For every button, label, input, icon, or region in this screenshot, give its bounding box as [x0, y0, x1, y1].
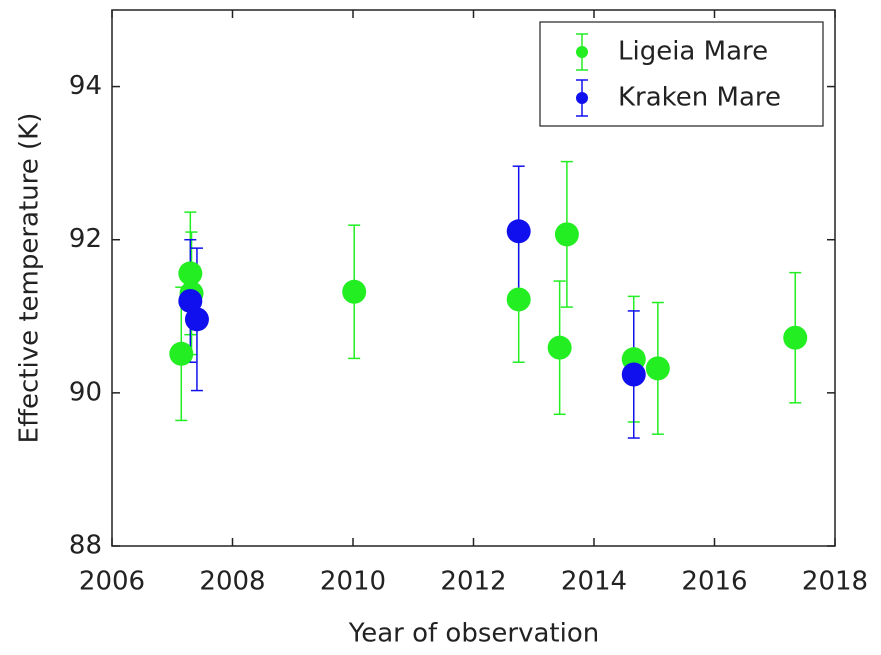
point [178, 261, 203, 286]
point [783, 325, 808, 350]
x-tick-label: 2008 [199, 567, 265, 597]
x-tick-label: 2018 [802, 567, 868, 597]
point [621, 362, 646, 387]
legend-label: Kraken Mare [618, 83, 781, 113]
legend-box [539, 21, 824, 127]
point [342, 279, 367, 304]
point [547, 335, 572, 360]
point [506, 219, 531, 244]
y-tick-label: 88 [69, 531, 102, 561]
point [645, 356, 670, 381]
legend-marker [576, 46, 588, 58]
x-axis-label: Year of observation [348, 619, 599, 649]
point [506, 287, 531, 312]
point [169, 341, 194, 366]
y-tick-label: 92 [69, 224, 102, 254]
y-tick-label: 90 [69, 377, 102, 407]
x-tick-label: 2012 [440, 567, 506, 597]
point [184, 307, 209, 332]
x-tick-label: 2016 [681, 567, 747, 597]
legend-label: Ligeia Mare [618, 37, 768, 67]
y-tick-label: 94 [69, 71, 102, 101]
x-tick-label: 2006 [79, 567, 145, 597]
x-tick-label: 2010 [320, 567, 386, 597]
point [178, 288, 203, 313]
x-tick-label: 2014 [561, 567, 627, 597]
point [554, 222, 579, 247]
y-axis-label: Effective temperature (K) [15, 113, 45, 444]
legend-marker [576, 92, 588, 104]
